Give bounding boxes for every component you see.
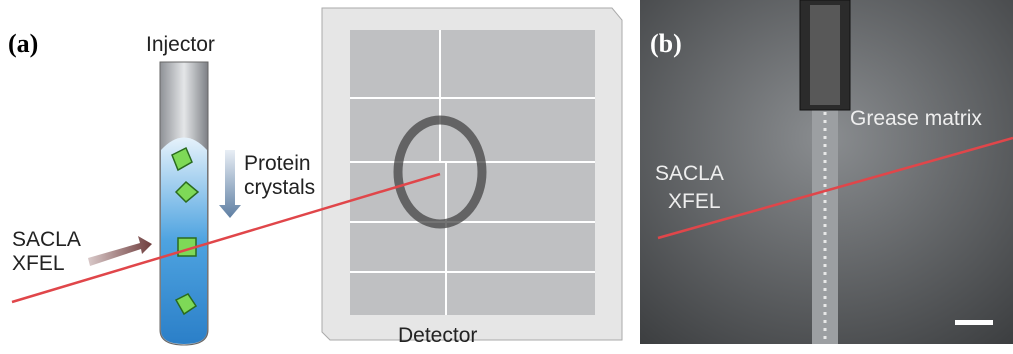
flow-arrow bbox=[219, 150, 241, 218]
detector-label: Detector bbox=[398, 324, 477, 347]
injector-label: Injector bbox=[146, 33, 215, 56]
scale-bar bbox=[955, 320, 993, 325]
beam-arrow bbox=[88, 236, 152, 266]
capillary-core bbox=[810, 5, 840, 105]
figure: (a) Injector Proteincrystals SACLAXFEL D… bbox=[0, 0, 1013, 354]
matrix-label: Grease matrix bbox=[850, 107, 982, 130]
panel-label: (a) bbox=[8, 29, 38, 58]
panel-label: (b) bbox=[650, 29, 682, 58]
